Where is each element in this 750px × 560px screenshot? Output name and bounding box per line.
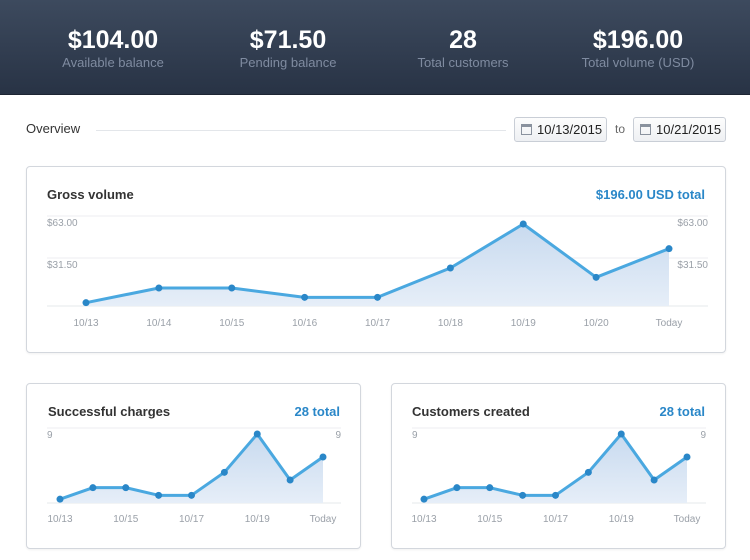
- x-tick-label: 10/15: [477, 514, 502, 525]
- x-tick-label: 10/19: [609, 514, 634, 525]
- stat-label: Total volume (USD): [581, 55, 695, 70]
- x-tick-label: 10/14: [146, 318, 171, 329]
- x-tick-label: 10/13: [411, 514, 436, 525]
- date-to-value: 10/21/2015: [656, 122, 722, 137]
- data-point: [56, 495, 64, 503]
- calendar-icon: [640, 124, 651, 135]
- y-tick-label-right: 9: [700, 430, 706, 441]
- data-point: [519, 220, 527, 228]
- data-point: [683, 453, 691, 461]
- stat-label: Available balance: [62, 55, 164, 70]
- data-point: [89, 484, 97, 492]
- x-tick-label: 10/17: [543, 514, 568, 525]
- y-tick-label-right: $31.50: [677, 260, 708, 271]
- series-area: [424, 434, 687, 503]
- data-point: [519, 491, 527, 499]
- x-tick-label: Today: [674, 514, 701, 525]
- card-total: 28 total: [294, 404, 340, 419]
- data-point: [552, 491, 559, 499]
- card-title: Customers created: [412, 404, 530, 419]
- y-tick-label-left: $31.50: [47, 260, 78, 271]
- data-point: [155, 284, 163, 292]
- x-tick-label: 10/19: [511, 318, 536, 329]
- data-point: [301, 293, 309, 301]
- summary-header: $104.00 Available balance $71.50 Pending…: [0, 0, 750, 95]
- data-point: [228, 284, 236, 292]
- x-tick-label: 10/15: [219, 318, 244, 329]
- x-tick-label: 10/20: [584, 318, 609, 329]
- data-point: [319, 453, 327, 461]
- stat-value: $71.50: [249, 26, 327, 54]
- card-total: $196.00 USD total: [595, 187, 705, 202]
- stat-value: 28: [449, 26, 477, 54]
- stat-label: Total customers: [417, 55, 509, 70]
- card-title: Gross volume: [47, 187, 134, 202]
- y-tick-label-right: $63.00: [677, 218, 708, 229]
- card-title: Successful charges: [48, 404, 171, 419]
- successful-charges-chart: 9 9 10/13 10/15 10/17 10/19 Today: [47, 427, 341, 525]
- series-area: [60, 434, 323, 503]
- card-total: 28 total: [659, 404, 705, 419]
- series-area: [86, 224, 669, 306]
- y-tick-label-left: 9: [412, 430, 418, 441]
- date-range-to-label: to: [615, 122, 626, 136]
- gross-volume-card: Gross volume $196.00 USD total $63.00 $31…: [26, 166, 726, 353]
- stat-value: $104.00: [67, 26, 159, 54]
- x-tick-label: 10/17: [365, 318, 390, 329]
- x-tick-label: 10/15: [113, 514, 138, 525]
- date-from-input[interactable]: 10/13/2015: [514, 117, 607, 142]
- overview-divider: [96, 130, 506, 131]
- x-tick-label: 10/16: [292, 318, 317, 329]
- data-point: [286, 476, 294, 484]
- stat-value: $196.00: [592, 26, 684, 54]
- overview-title: Overview: [26, 121, 81, 136]
- data-point: [453, 484, 461, 492]
- data-point: [122, 484, 130, 492]
- data-point: [155, 491, 163, 499]
- data-point: [650, 476, 658, 484]
- successful-charges-card: Successful charges 28 total 9 9 10/13 10/15…: [26, 383, 361, 549]
- date-to-input[interactable]: 10/21/2015: [633, 117, 726, 142]
- data-point: [374, 293, 381, 301]
- customers-created-card: Customers created 28 total 9 9 10/13 10/15 1…: [391, 383, 726, 549]
- x-tick-label: Today: [656, 318, 683, 329]
- data-point: [253, 430, 261, 438]
- data-point: [665, 245, 673, 253]
- y-tick-label-right: 9: [335, 430, 341, 441]
- y-tick-label-left: 9: [47, 430, 53, 441]
- gross-volume-chart: $63.00 $31.50 $63.00 $31.50 10/13 10/14 10/15 1…: [47, 215, 708, 329]
- data-point: [420, 495, 428, 503]
- x-tick-label: 10/13: [47, 514, 72, 525]
- stat-pending-balance: $71.50 Pending balance: [198, 26, 378, 70]
- customers-created-chart: 9 9 10/13 10/15 10/17 10/19 Today: [411, 427, 706, 525]
- date-from-value: 10/13/2015: [537, 122, 603, 137]
- y-tick-label-left: $63.00: [47, 218, 78, 229]
- data-point: [592, 273, 600, 281]
- x-tick-label: 10/18: [438, 318, 463, 329]
- data-point: [617, 430, 625, 438]
- stat-label: Pending balance: [239, 55, 337, 70]
- data-point: [584, 468, 592, 476]
- data-point: [446, 264, 454, 272]
- stat-available-balance: $104.00 Available balance: [23, 26, 203, 70]
- calendar-icon: [521, 124, 532, 135]
- x-tick-label: 10/13: [73, 318, 98, 329]
- stat-total-volume: $196.00 Total volume (USD): [548, 26, 728, 70]
- data-point: [82, 299, 90, 307]
- data-point: [188, 491, 195, 499]
- stat-total-customers: 28 Total customers: [373, 26, 553, 70]
- x-tick-label: Today: [310, 514, 337, 525]
- data-point: [486, 484, 494, 492]
- x-tick-label: 10/19: [245, 514, 270, 525]
- x-tick-label: 10/17: [179, 514, 204, 525]
- data-point: [220, 468, 228, 476]
